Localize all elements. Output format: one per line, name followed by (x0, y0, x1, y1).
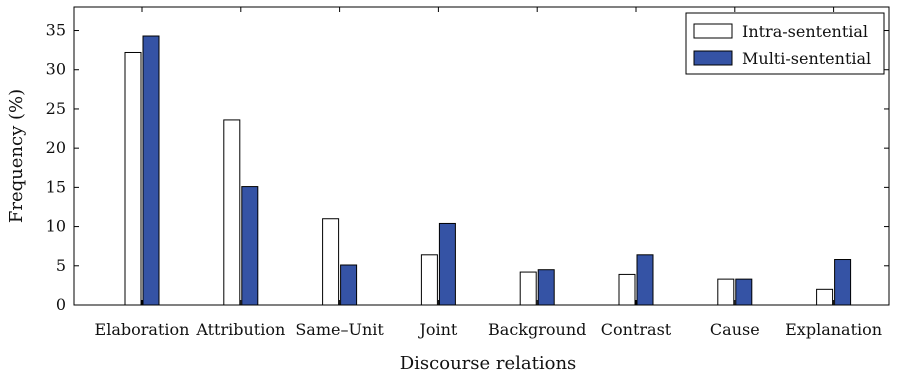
legend-box (685, 12, 885, 75)
plot-frame (73, 6, 890, 306)
y-tick-label: 10 (46, 217, 66, 236)
x-tick-label-joint: Joint (417, 320, 457, 339)
bar-multi-sentential-attribution (241, 186, 259, 306)
y-tick-label: 20 (46, 138, 66, 157)
x-axis-tick-labels: Elaboration Attribution Same–Unit Joint Back… (95, 320, 883, 339)
bar-multi-sentential-contrast (636, 254, 654, 306)
legend-label-intra-sentential: Intra-sentential (742, 22, 868, 41)
bar-intra-sentential-contrast (618, 273, 636, 306)
x-tick-label-attribution: Attribution (195, 320, 285, 339)
bar-intra-sentential-same-unit (322, 218, 340, 306)
y-tick-label: 0 (56, 295, 66, 314)
y-axis-title: Frequency (%) (6, 89, 27, 223)
bar-intra-sentential-explanation (816, 288, 834, 306)
bar-intra-sentential-elaboration (124, 51, 142, 306)
x-tick-label-explanation: Explanation (785, 320, 882, 339)
bar-intra-sentential-cause (717, 278, 735, 306)
bar-intra-sentential-joint (420, 254, 438, 306)
bar-intra-sentential-background (519, 271, 537, 306)
x-tick-label-elaboration: Elaboration (95, 320, 190, 339)
y-tick-label: 25 (46, 99, 66, 118)
x-tick-label-cause: Cause (710, 320, 760, 339)
x-tick-label-contrast: Contrast (601, 320, 672, 339)
x-tick-label-background: Background (488, 320, 586, 339)
bar-multi-sentential-same-unit (340, 264, 358, 306)
bar-intra-sentential-attribution (223, 119, 241, 306)
x-axis-title: Discourse relations (400, 353, 577, 374)
bar-multi-sentential-joint (438, 222, 456, 306)
legend-swatch-multi-sentential (693, 50, 733, 66)
legend-swatch-intra-sentential (693, 23, 733, 39)
legend-label-multi-sentential: Multi-sentential (742, 49, 871, 68)
bar-multi-sentential-background (537, 269, 555, 306)
y-tick-label: 15 (46, 177, 66, 196)
bars (124, 35, 852, 306)
x-tick-label-same-unit: Same–Unit (295, 320, 384, 339)
y-axis-ticks (74, 7, 889, 306)
y-axis-tick-labels: 0 5 10 15 20 25 30 35 (46, 21, 66, 314)
y-tick-label: 30 (46, 60, 66, 79)
bar-multi-sentential-explanation (834, 259, 852, 306)
bar-multi-sentential-elaboration (142, 35, 160, 306)
bar-multi-sentential-cause (735, 278, 753, 306)
y-tick-label: 35 (46, 21, 66, 40)
legend: Intra-sentential Multi-sentential (685, 12, 885, 75)
y-tick-label: 5 (56, 256, 66, 275)
